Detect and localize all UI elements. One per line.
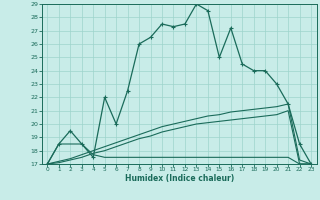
X-axis label: Humidex (Indice chaleur): Humidex (Indice chaleur) [124,174,234,183]
